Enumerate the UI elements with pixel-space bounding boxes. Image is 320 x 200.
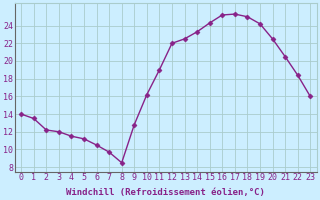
X-axis label: Windchill (Refroidissement éolien,°C): Windchill (Refroidissement éolien,°C) [66, 188, 265, 197]
